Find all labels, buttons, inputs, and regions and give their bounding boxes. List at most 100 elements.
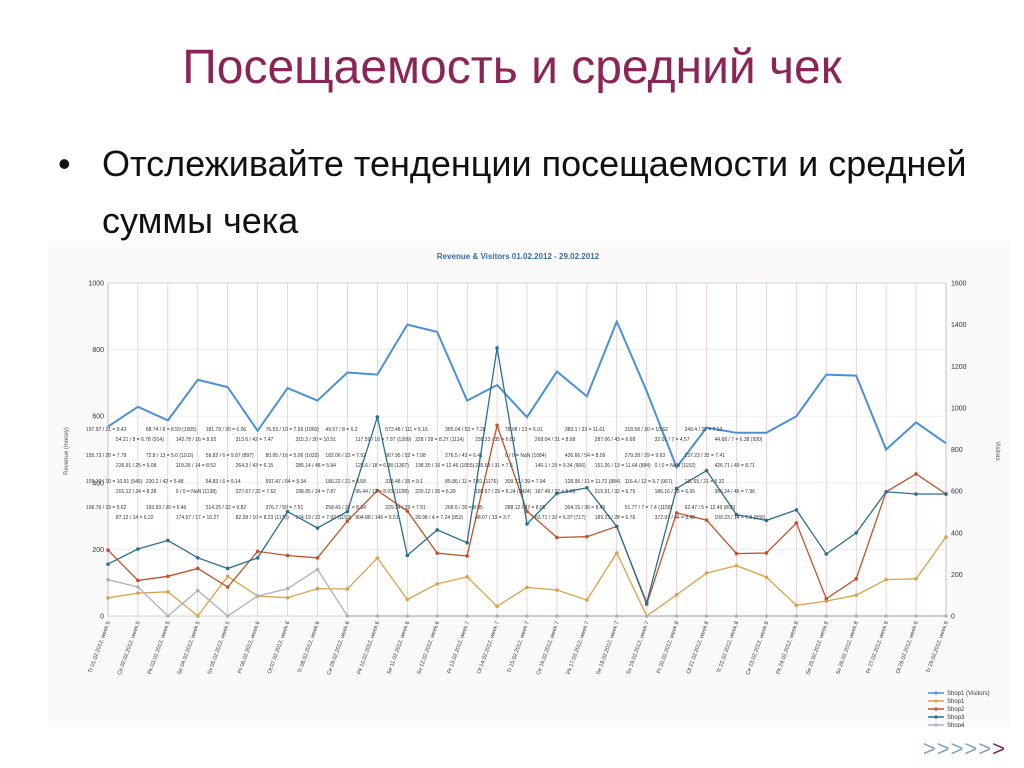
data-label: 572.48 / 111 = 5.16 <box>385 427 428 433</box>
data-label: 128.95 / 11 = 11.72 (884) <box>565 479 621 485</box>
data-label: 155.73 / 20 = 7.79 <box>86 453 127 459</box>
data-label: 279.28 / 29 = 9.63 <box>625 453 666 459</box>
data-point <box>914 614 918 618</box>
data-point <box>345 519 350 523</box>
data-point <box>914 472 918 476</box>
x-tick-label: Tr 22.02.2012, week 8 <box>716 621 740 674</box>
data-point <box>525 614 529 618</box>
data-point <box>106 562 110 566</box>
data-point <box>465 614 469 618</box>
data-label: 28.98 / 4 = 7.24 (953) <box>415 515 463 521</box>
x-tick-label: Pk 03.02.2012, week 5 <box>147 621 172 676</box>
data-label: 436.66 / 54 = 8.09 <box>565 453 606 459</box>
data-point <box>734 614 739 618</box>
data-label: 62.47 / 5 = 12.49 (805) <box>685 505 736 511</box>
data-point <box>944 614 948 618</box>
data-label: 76.53 / 10 = 7.65 (1060) <box>266 427 320 433</box>
data-point <box>375 614 380 618</box>
data-label: 51.77 / 7 = 7.4 (1158) <box>625 505 673 511</box>
y-tick-label: 800 <box>92 347 104 354</box>
data-point <box>674 511 679 515</box>
data-label: 201.12 / 24 = 8.38 <box>116 489 157 495</box>
data-point <box>734 551 739 556</box>
data-label: 215.91 / 32 = 6.75 <box>595 489 636 495</box>
data-label: 193.93 / 30 = 6.46 <box>146 505 187 511</box>
x-tick-label: Sv 05.02.2012, week 5 <box>207 621 232 676</box>
x-tick-label: Pr 06.02.2012, week 6 <box>237 621 261 675</box>
data-label: 264.3 / 43 = 6.15 <box>236 463 274 469</box>
legend-label: Shop1 (Visitors) <box>947 691 990 697</box>
data-point <box>495 614 499 618</box>
data-label: 68.74 / 8 = 8.59 (1005) <box>146 427 197 433</box>
data-point <box>764 551 769 555</box>
data-label: 72.8 / 13 = 5.6 (1102) <box>146 453 194 459</box>
y2-axis-label: Visitors <box>994 441 1000 461</box>
data-label: 237.22 / 32 = 7.41 <box>685 453 726 459</box>
data-point <box>225 585 230 589</box>
y-tick-label: 400 <box>92 480 104 487</box>
x-tick-label: Se 25.02.2012, week 8 <box>805 621 830 676</box>
data-label: 228 / 28 = 8.27 (1114) <box>415 437 464 443</box>
data-point <box>285 595 290 600</box>
x-tick-label: Pr 27.02.2012, week 9 <box>866 621 890 675</box>
x-tick-label: Pk 17.02.2012, week 7 <box>566 621 591 676</box>
data-point <box>794 521 799 525</box>
data-label: 111.65 / 21 = 5.32 <box>685 479 725 485</box>
data-point <box>674 614 679 618</box>
legend-marker <box>934 707 938 711</box>
data-label: 63.71 / 10 = 6.37 (717) <box>535 515 586 521</box>
data-label: 49.57 / 8 = 6.2 <box>325 427 357 433</box>
data-label: 230.2 / 42 = 5.48 <box>146 479 184 485</box>
data-label: 597.47 / 64 = 9.34 <box>266 479 307 485</box>
data-label: 186.16 / 28 = 6.65 <box>655 489 696 495</box>
data-point <box>465 554 469 558</box>
data-label: 226.91 / 25 = 9.08 <box>116 463 157 469</box>
y2-tick-label: 200 <box>951 572 963 579</box>
data-point <box>136 578 140 583</box>
data-point <box>824 596 829 601</box>
x-tick-label: Tr 08.02.2012, week 6 <box>297 621 321 674</box>
data-point <box>285 586 290 591</box>
data-point <box>106 577 110 582</box>
data-point <box>405 553 410 558</box>
data-point <box>106 548 110 552</box>
legend-label: Shop1 <box>947 699 965 705</box>
x-tick-label: Ce 16.02.2012, week 7 <box>536 621 561 676</box>
data-point <box>854 531 859 535</box>
chart-container: Revenue & Visitors 01.02.2012 - 29.02.20… <box>48 241 1011 729</box>
data-label: 304.15 / 36 = 8.45 <box>565 505 606 511</box>
nav-arrow-last: > <box>992 736 1006 761</box>
data-point <box>884 490 888 494</box>
data-point <box>914 492 918 496</box>
data-point <box>405 509 410 513</box>
data-label: 174.57 / 17 = 10.27 <box>176 515 219 521</box>
data-point <box>136 585 140 589</box>
legend-marker <box>934 699 938 703</box>
data-point <box>704 518 709 522</box>
chart-title: Revenue & Visitors 01.02.2012 - 29.02.20… <box>437 252 600 261</box>
data-label: 258.43 / 31 = 8.34 <box>325 505 366 511</box>
data-label: 313.6 / 42 = 7.47 <box>236 437 274 443</box>
data-point <box>315 556 320 560</box>
x-tick-label: Pk 10.02.2012, week 6 <box>356 621 381 676</box>
data-point <box>166 538 170 543</box>
data-label: 87.12 / 14 = 6.22 <box>116 515 154 521</box>
data-label: 54.83 / 6 = 9.14 <box>206 479 241 485</box>
next-slide-arrows[interactable]: >>>>>> <box>923 736 1006 762</box>
y2-tick-label: 1200 <box>951 364 967 371</box>
data-point <box>495 604 499 609</box>
data-point <box>195 555 200 560</box>
y-tick-label: 200 <box>92 547 104 554</box>
data-label: 82.28 / 10 = 8.23 (1170) <box>236 515 289 521</box>
y2-tick-label: 800 <box>951 447 963 454</box>
data-label: 109.23 / 14 = 7.8 (830) <box>715 515 766 521</box>
data-label: 229.34 / 29 = 7.91 <box>385 505 426 511</box>
data-point <box>345 587 350 591</box>
data-label: 142.78 / 16 = 8.92 <box>176 437 217 443</box>
data-point <box>345 509 350 514</box>
data-point <box>375 556 380 560</box>
data-point <box>914 577 918 581</box>
data-label: 59.82 / 6 = 9.97 (897) <box>206 453 254 459</box>
data-point <box>315 526 320 530</box>
data-label: 140.1 / 15 = 9.34 (906) <box>535 463 586 469</box>
